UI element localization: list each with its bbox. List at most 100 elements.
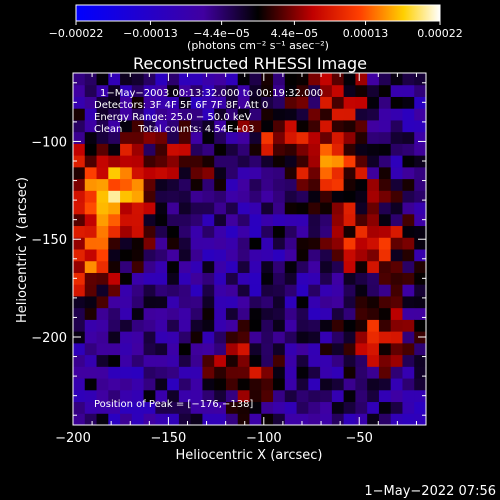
heatmap-cell [296,202,309,215]
heatmap-cell [249,342,262,356]
heatmap-cell [343,108,356,121]
heatmap-cell [367,342,380,356]
heatmap-cell [402,260,415,273]
heatmap-cell [202,225,215,238]
heatmap-cell [390,202,403,215]
heatmap-cell [143,96,156,109]
heatmap-cell [155,284,168,297]
heatmap-cell [73,342,86,356]
heatmap-cell [73,249,86,262]
y-tick-label: −200 [31,331,67,346]
heatmap-cell [167,225,180,238]
heatmap-cell [237,96,250,109]
heatmap-cell [96,389,109,403]
heatmap-cell [120,225,133,238]
heatmap-cell [273,143,286,156]
heatmap-cell [237,307,250,320]
heatmap-cell [355,331,368,344]
colorbar-tick-label: −0.00022 [49,27,104,40]
heatmap-cell [131,366,145,379]
heatmap-cell [414,401,426,414]
heatmap-cell [178,131,192,144]
heatmap-cell [390,378,403,391]
heatmap-cell [178,237,192,250]
heatmap-cell [73,166,86,180]
heatmap-cell [120,272,133,285]
heatmap-cell [343,331,356,344]
heatmap-cell [108,284,121,297]
footer-timestamp: 1−May−2022 07:56 [364,484,496,499]
heatmap-cell [402,166,415,180]
heatmap-cell [237,319,250,332]
heatmap-cell [73,202,86,215]
heatmap-cell [308,413,321,425]
heatmap-cell [390,319,403,332]
heatmap-cell [225,342,239,356]
heatmap-cell [308,213,321,227]
heatmap-cell [355,342,368,356]
heatmap-cell [390,295,403,309]
heatmap-cell [355,295,368,309]
heatmap-cell [367,401,380,414]
heatmap-cell [261,354,274,367]
heatmap-cell [390,155,403,168]
heatmap-cell [273,155,286,168]
heatmap-cell [237,389,250,403]
heatmap-cell [120,389,133,403]
heatmap-cell [378,401,392,414]
heatmap-cell [143,413,156,425]
heatmap-cell [202,143,215,156]
heatmap-cell [296,96,309,109]
heatmap-cell [414,249,426,262]
heatmap-cell [131,84,145,97]
heatmap-cell [367,166,380,180]
heatmap-cell [84,213,98,227]
heatmap-cell [73,96,86,109]
heatmap-cell [402,119,415,133]
heatmap-cell [167,249,180,262]
heatmap-cell [108,249,121,262]
heatmap-cell [155,73,168,86]
heatmap-cell [84,366,98,379]
heatmap-cell [261,237,274,250]
heatmap-cell [331,260,345,273]
heatmap-cell [249,213,262,227]
heatmap-cell [202,119,215,133]
heatmap-cell [202,131,215,144]
heatmap-cell [214,307,227,320]
heatmap-cell [190,143,203,156]
heatmap-cell [178,119,192,133]
heatmap-cell [190,260,203,273]
heatmap-cell [178,84,192,97]
heatmap-cell [284,413,298,425]
heatmap-cell [84,155,98,168]
heatmap-cell [378,260,392,273]
heatmap-cell [178,96,192,109]
heatmap-cell [225,284,239,297]
heatmap-cell [273,84,286,97]
heatmap-cell [355,413,368,425]
heatmap-cell [402,401,415,414]
heatmap-cell [108,307,121,320]
heatmap-cell [167,401,180,414]
heatmap-cell [390,190,403,203]
heatmap-cell [378,131,392,144]
heatmap-cell [296,131,309,144]
heatmap-cell [343,166,356,180]
heatmap-cell [214,178,227,191]
heatmap-cell [296,155,309,168]
heatmap-cell [214,143,227,156]
heatmap-cell [237,249,250,262]
heatmap-cell [143,295,156,309]
heatmap-cell [73,225,86,238]
heatmap-cell [402,331,415,344]
heatmap-cell [355,354,368,367]
heatmap-cell [320,260,333,273]
heatmap-cell [414,272,426,285]
heatmap-cell [143,342,156,356]
heatmap-cell [202,272,215,285]
heatmap-cell [214,108,227,121]
heatmap-cell [167,366,180,379]
heatmap-cell [343,73,356,86]
heatmap-cell [320,73,333,86]
